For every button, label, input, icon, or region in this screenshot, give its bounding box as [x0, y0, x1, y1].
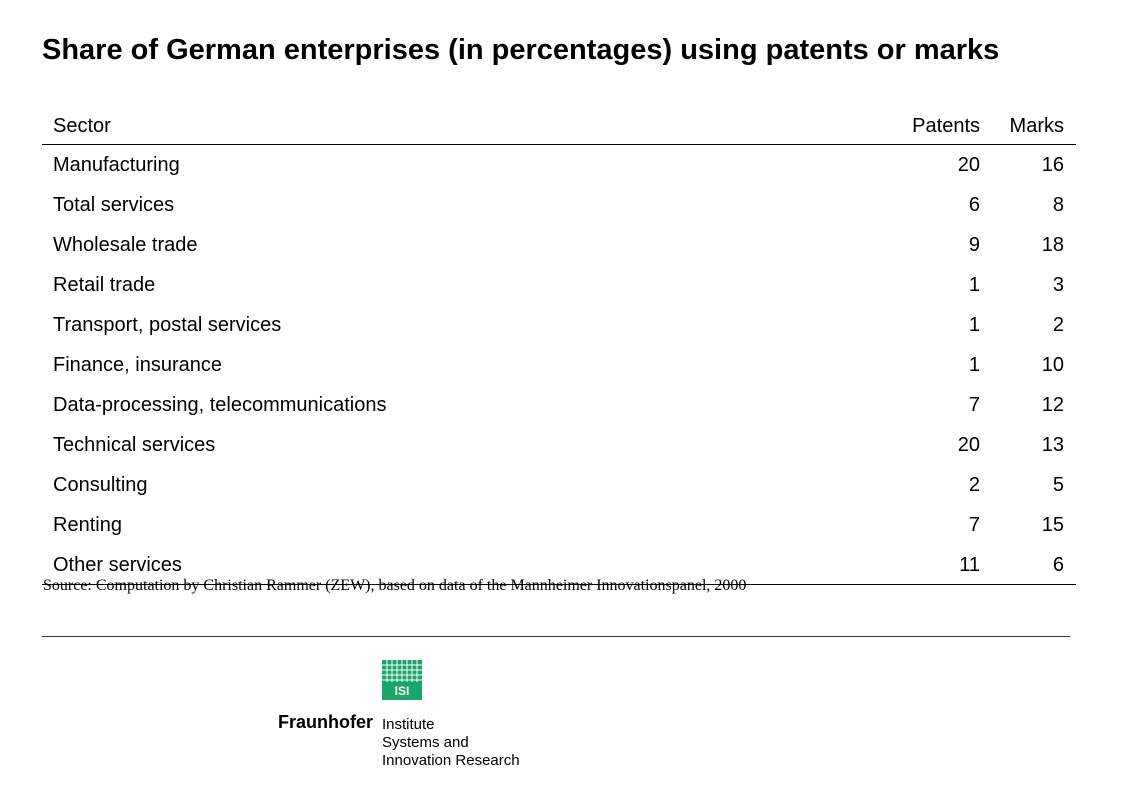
table-row: Data-processing, telecommunications 7 12	[42, 385, 1076, 425]
table-row: Other services 11 6	[42, 545, 1076, 585]
table-row: Transport, postal services 1 2	[42, 305, 1076, 345]
patents-cell: 6	[968, 194, 980, 216]
page-title: Share of German enterprises (in percenta…	[42, 34, 1000, 66]
logo-line: Systems and	[382, 734, 469, 751]
sector-cell: Finance, insurance	[53, 354, 222, 376]
sector-cell: Consulting	[53, 474, 148, 496]
marks-cell: 16	[1041, 154, 1064, 176]
logo-line: Institute	[382, 716, 435, 733]
table-row: Total services 6 8	[42, 185, 1076, 225]
table-row: Renting 7 15	[42, 505, 1076, 545]
sector-cell: Retail trade	[53, 274, 156, 296]
patents-cell: 20	[957, 154, 980, 176]
marks-cell: 15	[1041, 514, 1064, 536]
column-header-marks: Marks	[1009, 115, 1064, 137]
patents-cell: 1	[968, 314, 980, 336]
patents-cell: 7	[968, 394, 980, 416]
patents-cell: 9	[968, 234, 980, 256]
table-row: Manufacturing 20 16	[42, 145, 1076, 185]
table-bottom-rule	[42, 584, 1076, 585]
marks-cell: 2	[1052, 314, 1064, 336]
isi-logo-icon: ISI	[382, 660, 422, 700]
fraunhofer-isi-logo: ISI Fraunhofer Institute Systems and Inn…	[278, 660, 548, 782]
sector-cell: Manufacturing	[53, 154, 180, 176]
marks-cell: 13	[1041, 434, 1064, 456]
marks-cell: 5	[1052, 474, 1064, 496]
logo-line: Innovation Research	[382, 752, 520, 769]
table-row: Consulting 2 5	[42, 465, 1076, 505]
marks-cell: 8	[1052, 194, 1064, 216]
table-row: Finance, insurance 1 10	[42, 345, 1076, 385]
logo-name: Fraunhofer	[278, 712, 374, 732]
sector-cell: Technical services	[53, 434, 216, 456]
table-row: Retail trade 1 3	[42, 265, 1076, 305]
marks-cell: 12	[1041, 394, 1064, 416]
source-note: Source: Computation by Christian Rammer …	[43, 577, 747, 594]
patents-cell: 1	[968, 274, 980, 296]
logo-mark-text: ISI	[395, 684, 410, 698]
marks-cell: 6	[1052, 554, 1064, 576]
sector-cell: Data-processing, telecommunications	[53, 394, 387, 416]
column-header-patents: Patents	[912, 115, 980, 137]
table-header-row: Sector Patents Marks	[42, 106, 1076, 145]
patents-cell: 20	[957, 434, 980, 456]
logo-subtitle: Institute Systems and Innovation Researc…	[382, 716, 520, 770]
column-header-sector: Sector	[53, 115, 111, 137]
patents-cell: 11	[959, 554, 980, 576]
sector-cell: Renting	[53, 514, 122, 536]
sector-cell: Total services	[53, 194, 175, 216]
data-table: Sector Patents Marks Manufacturing 20 16…	[42, 106, 1076, 585]
patents-cell: 2	[968, 474, 980, 496]
sector-cell: Wholesale trade	[53, 234, 198, 256]
table-row: Technical services 20 13	[42, 425, 1076, 465]
footer-divider	[42, 636, 1070, 637]
marks-cell: 3	[1052, 274, 1064, 296]
marks-cell: 18	[1041, 234, 1064, 256]
patents-cell: 7	[968, 514, 980, 536]
sector-cell: Other services	[53, 554, 182, 576]
marks-cell: 10	[1041, 354, 1064, 376]
sector-cell: Transport, postal services	[53, 314, 282, 336]
table-row: Wholesale trade 9 18	[42, 225, 1076, 265]
patents-cell: 1	[968, 354, 980, 376]
